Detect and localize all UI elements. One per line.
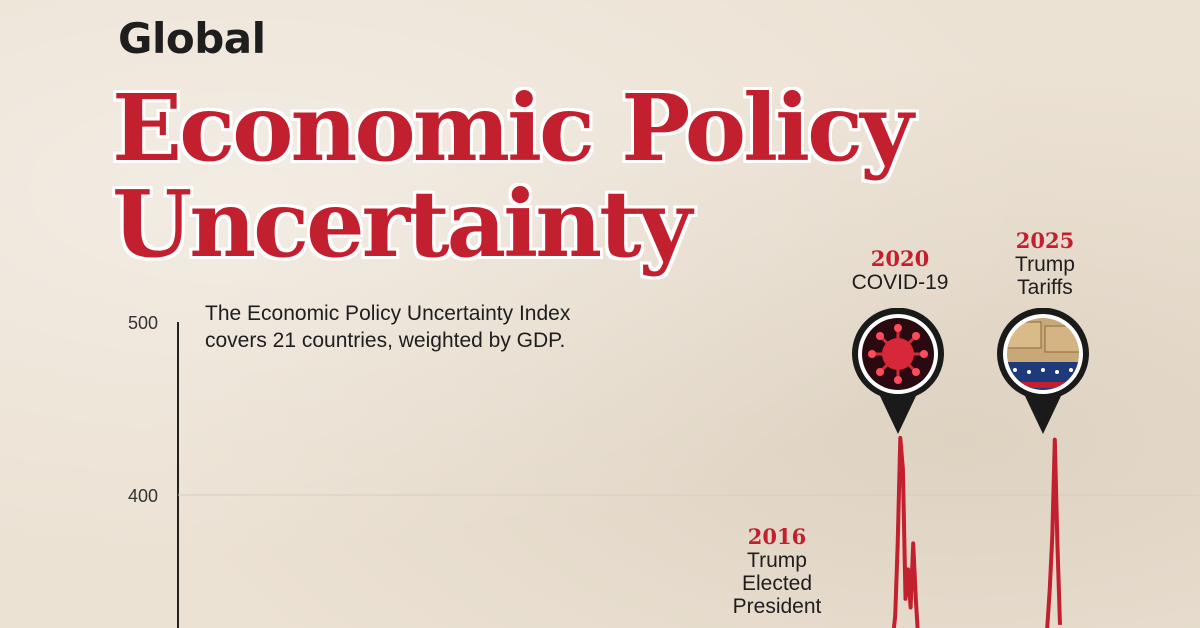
annotation-year: 2016: [747, 524, 807, 549]
chart-title-line-1: Economic Policy: [112, 74, 914, 182]
data-point: [912, 542, 914, 544]
chart-subtitle: The Economic Policy Uncertainty Index co…: [205, 300, 725, 354]
y-tick-label-400: 400: [128, 486, 158, 506]
y-tick-label-500: 500: [128, 313, 158, 333]
title-kicker: Global: [118, 14, 266, 63]
annotation-event-line: Trump: [1015, 253, 1075, 276]
data-point: [902, 468, 904, 470]
data-point: [905, 598, 906, 600]
data-point: [897, 542, 899, 544]
annotation-2020: 2020 COVID-19: [830, 246, 970, 294]
annotation-2025: 2025 Trump Tariffs: [975, 228, 1115, 299]
data-point: [1054, 439, 1056, 441]
subtitle-line-1: The Economic Policy Uncertainty Index: [205, 302, 571, 325]
annotation-event-line: Trump: [747, 549, 807, 572]
data-point: [907, 568, 909, 570]
annotation-year: 2020: [870, 246, 930, 271]
annotation-event-line: Tariffs: [1017, 276, 1073, 299]
data-point: [1051, 536, 1053, 537]
annotation-event-line: COVID-19: [851, 271, 949, 294]
annotation-event-line: President: [732, 595, 822, 618]
series-line: [891, 435, 1062, 628]
chart-title-line-2: Uncertainty: [112, 170, 692, 278]
virus-icon: [852, 308, 944, 434]
series-group: [891, 435, 1062, 628]
annotation-2016: 2016 Trump Elected President: [712, 524, 842, 618]
data-point: [910, 607, 912, 608]
annotation-event-line: Elected: [741, 572, 813, 595]
tariff-boxes-flag-icon: [997, 308, 1089, 434]
data-point: [915, 598, 917, 600]
data-point: [1056, 542, 1058, 544]
data-point: [1059, 624, 1061, 626]
data-point: [894, 615, 896, 617]
data-point: [1049, 589, 1051, 591]
data-point: [899, 437, 901, 439]
subtitle-line-2: covers 21 countries, weighted by GDP.: [205, 329, 566, 352]
annotation-year: 2025: [1015, 228, 1075, 253]
